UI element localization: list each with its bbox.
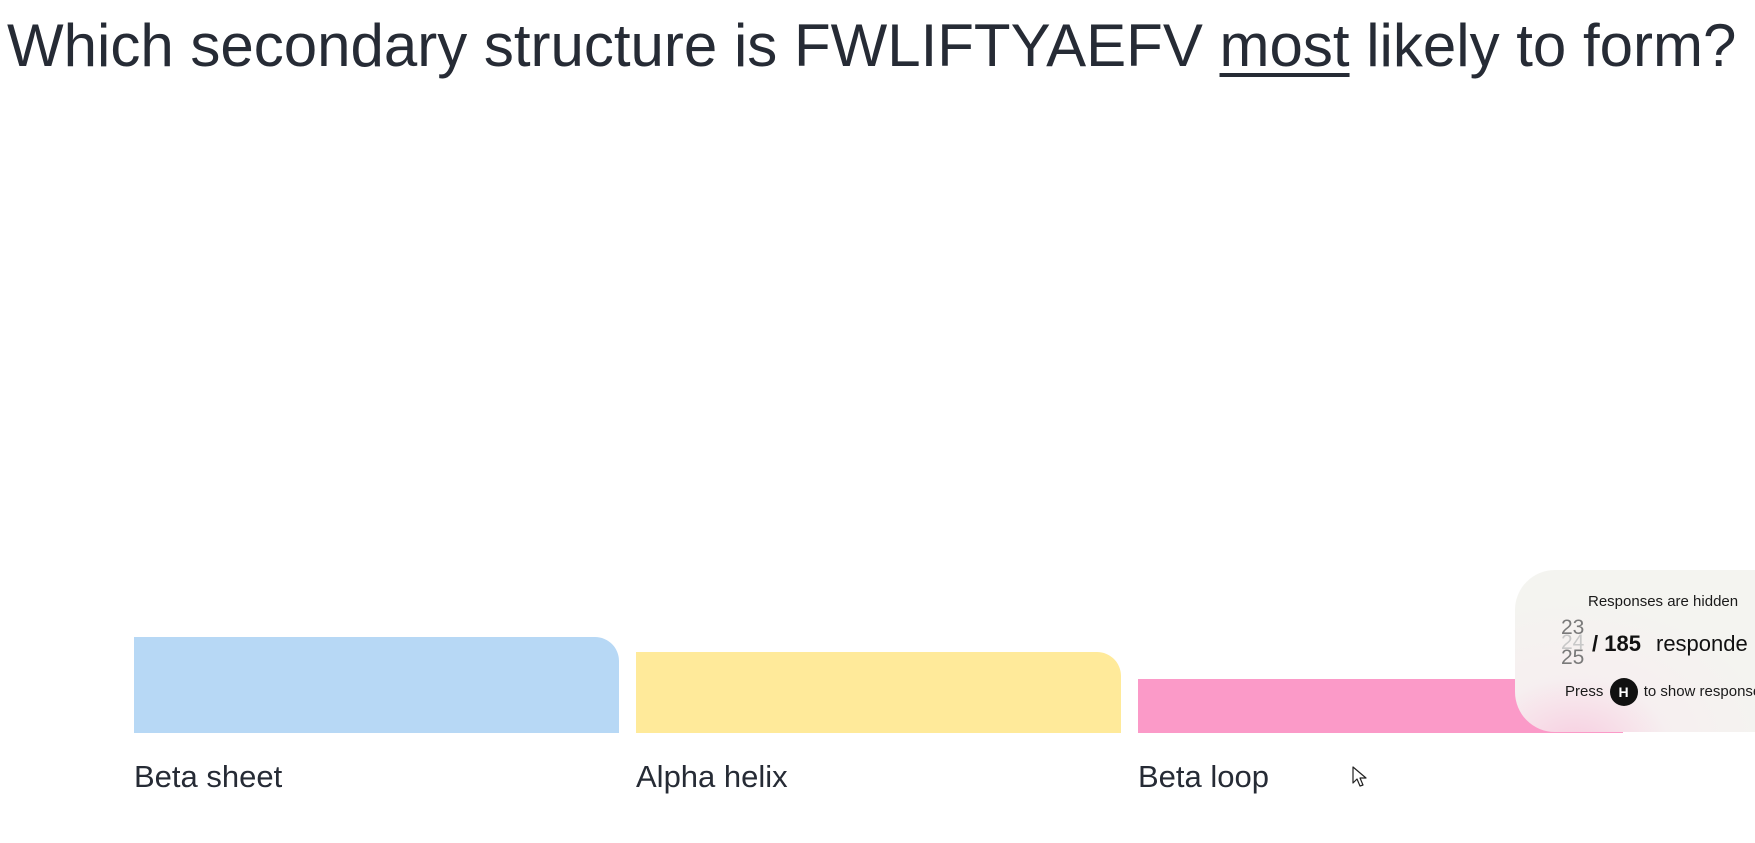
question-text-after: likely to form?: [1349, 12, 1737, 79]
mouse-cursor-icon: [1352, 766, 1367, 787]
response-total-word: responde: [1656, 631, 1748, 656]
option-label-alpha-helix: Alpha helix: [636, 759, 788, 794]
question-emphasis: most: [1219, 12, 1350, 79]
response-count-ticker: 23 24 25: [1561, 616, 1591, 669]
responses-hidden-label: Responses are hidden: [1588, 593, 1739, 610]
show-responses-hint: Press H to show response: [1565, 678, 1755, 707]
ticker-value-current: 24: [1561, 631, 1585, 654]
hint-text-after: to show response: [1643, 683, 1755, 700]
response-total: / 185: [1592, 631, 1641, 656]
keyboard-key-h[interactable]: H: [1609, 678, 1638, 707]
option-label-beta-loop: Beta loop: [1138, 759, 1269, 794]
question-title: Which secondary structure is FWLIFTYAEFV…: [7, 6, 1736, 86]
ticker-value-prev: 23: [1561, 616, 1585, 639]
bar-beta-sheet: [134, 637, 619, 733]
bar-alpha-helix: [636, 652, 1121, 733]
hint-text-before: Press: [1565, 683, 1604, 700]
question-text-before: Which secondary structure is FWLIFTYAEFV: [7, 12, 1220, 79]
responses-hidden-panel[interactable]: Responses are hidden 23 24 25 / 185 resp…: [1515, 570, 1755, 732]
option-label-beta-sheet: Beta sheet: [134, 759, 283, 794]
ticker-value-next: 25: [1561, 646, 1585, 669]
